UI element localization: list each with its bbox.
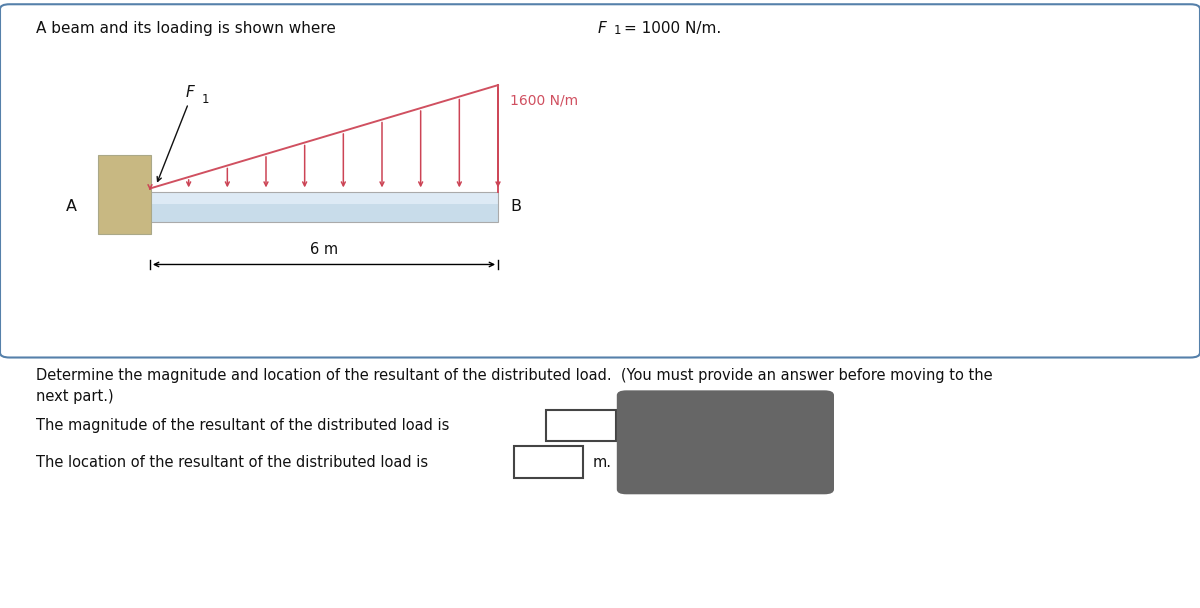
Text: The magnitude of the resultant of the distributed load is: The magnitude of the resultant of the di… (36, 418, 449, 433)
FancyBboxPatch shape (617, 390, 834, 494)
Text: m.: m. (593, 455, 612, 469)
Text: F: F (598, 21, 606, 36)
Text: ↓: ↓ (718, 435, 733, 453)
Bar (546, 410, 616, 441)
Text: F: F (186, 85, 194, 100)
Text: next part.): next part.) (36, 389, 114, 404)
Bar (514, 446, 583, 478)
Bar (150, 192, 498, 204)
Text: A beam and its loading is shown where: A beam and its loading is shown where (36, 21, 341, 36)
Text: 1: 1 (202, 94, 209, 106)
Text: (Click to select): (Click to select) (656, 410, 764, 423)
Text: B: B (510, 199, 521, 214)
Bar (98, 155, 151, 234)
Text: Determine the magnitude and location of the resultant of the distributed load.  : Determine the magnitude and location of … (36, 368, 992, 383)
Text: ✓: ✓ (636, 409, 648, 424)
Text: = 1000 N/m.: = 1000 N/m. (624, 21, 721, 36)
Text: ↑: ↑ (718, 463, 733, 482)
FancyBboxPatch shape (0, 4, 1200, 358)
Text: The location of the resultant of the distributed load is: The location of the resultant of the dis… (36, 455, 428, 469)
Text: 6 m: 6 m (310, 242, 338, 257)
Text: 1: 1 (613, 24, 620, 36)
Text: A: A (66, 199, 77, 214)
Bar (150, 204, 498, 222)
Bar (150, 192, 498, 222)
Text: 1600 N/m: 1600 N/m (510, 93, 578, 108)
